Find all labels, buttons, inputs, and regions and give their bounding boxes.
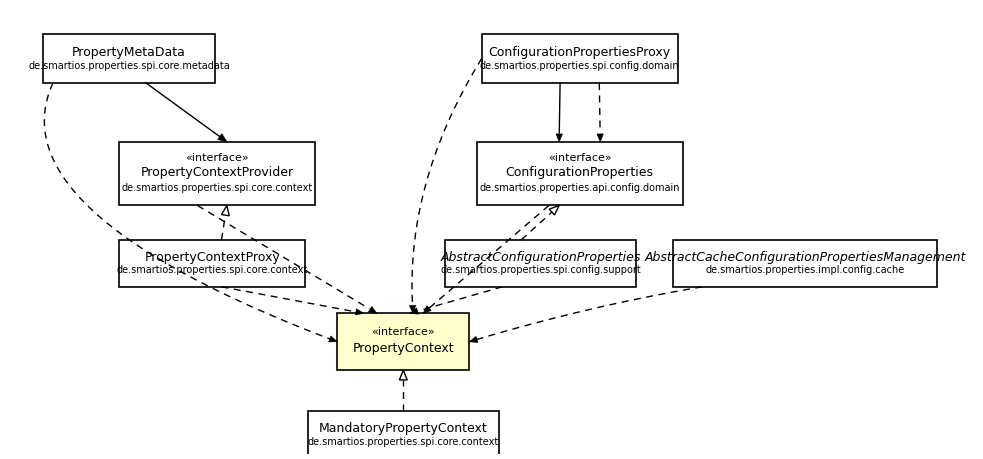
Polygon shape [217, 134, 227, 142]
Polygon shape [556, 134, 562, 142]
Bar [482, 34, 677, 83]
Polygon shape [470, 336, 478, 342]
Text: de.smartios.properties.spi.core.metadata: de.smartios.properties.spi.core.metadata [29, 61, 230, 71]
Text: de.smartios.properties.impl.config.cache: de.smartios.properties.impl.config.cache [706, 265, 904, 275]
Text: AbstractConfigurationProperties: AbstractConfigurationProperties [440, 251, 641, 263]
Polygon shape [549, 206, 559, 215]
Bar [308, 411, 498, 459]
Bar [672, 240, 938, 287]
Text: «interface»: «interface» [185, 153, 249, 162]
Text: de.smartios.properties.spi.core.context: de.smartios.properties.spi.core.context [117, 265, 308, 275]
Bar [477, 142, 682, 206]
Text: de.smartios.properties.spi.config.domain: de.smartios.properties.spi.config.domain [480, 61, 679, 71]
Text: «interface»: «interface» [548, 153, 611, 162]
Polygon shape [221, 206, 229, 216]
Polygon shape [597, 134, 604, 142]
Text: de.smartios.properties.spi.core.context: de.smartios.properties.spi.core.context [308, 437, 499, 447]
Text: PropertyMetaData: PropertyMetaData [72, 45, 186, 59]
Text: ConfigurationPropertiesProxy: ConfigurationPropertiesProxy [489, 45, 670, 59]
Bar [337, 313, 470, 370]
Text: de.smartios.properties.spi.config.support: de.smartios.properties.spi.config.suppor… [440, 265, 641, 275]
Text: AbstractCacheConfigurationPropertiesManagement: AbstractCacheConfigurationPropertiesMana… [645, 251, 965, 263]
Polygon shape [423, 306, 432, 313]
Text: ConfigurationProperties: ConfigurationProperties [505, 166, 654, 179]
Text: MandatoryPropertyContext: MandatoryPropertyContext [318, 422, 488, 435]
Polygon shape [410, 308, 419, 314]
Polygon shape [369, 307, 376, 313]
Polygon shape [399, 370, 407, 380]
Polygon shape [328, 336, 337, 342]
Polygon shape [355, 309, 364, 315]
Polygon shape [410, 305, 416, 313]
Bar [43, 34, 214, 83]
Text: «interface»: «interface» [372, 327, 435, 337]
Text: PropertyContextProxy: PropertyContextProxy [145, 251, 280, 263]
Text: PropertyContext: PropertyContext [353, 342, 454, 355]
Bar [445, 240, 636, 287]
Bar [119, 240, 306, 287]
Text: PropertyContextProvider: PropertyContextProvider [141, 166, 294, 179]
Text: de.smartios.properties.spi.core.context: de.smartios.properties.spi.core.context [122, 183, 313, 193]
Bar [119, 142, 316, 206]
Text: de.smartios.properties.api.config.domain: de.smartios.properties.api.config.domain [480, 183, 680, 193]
